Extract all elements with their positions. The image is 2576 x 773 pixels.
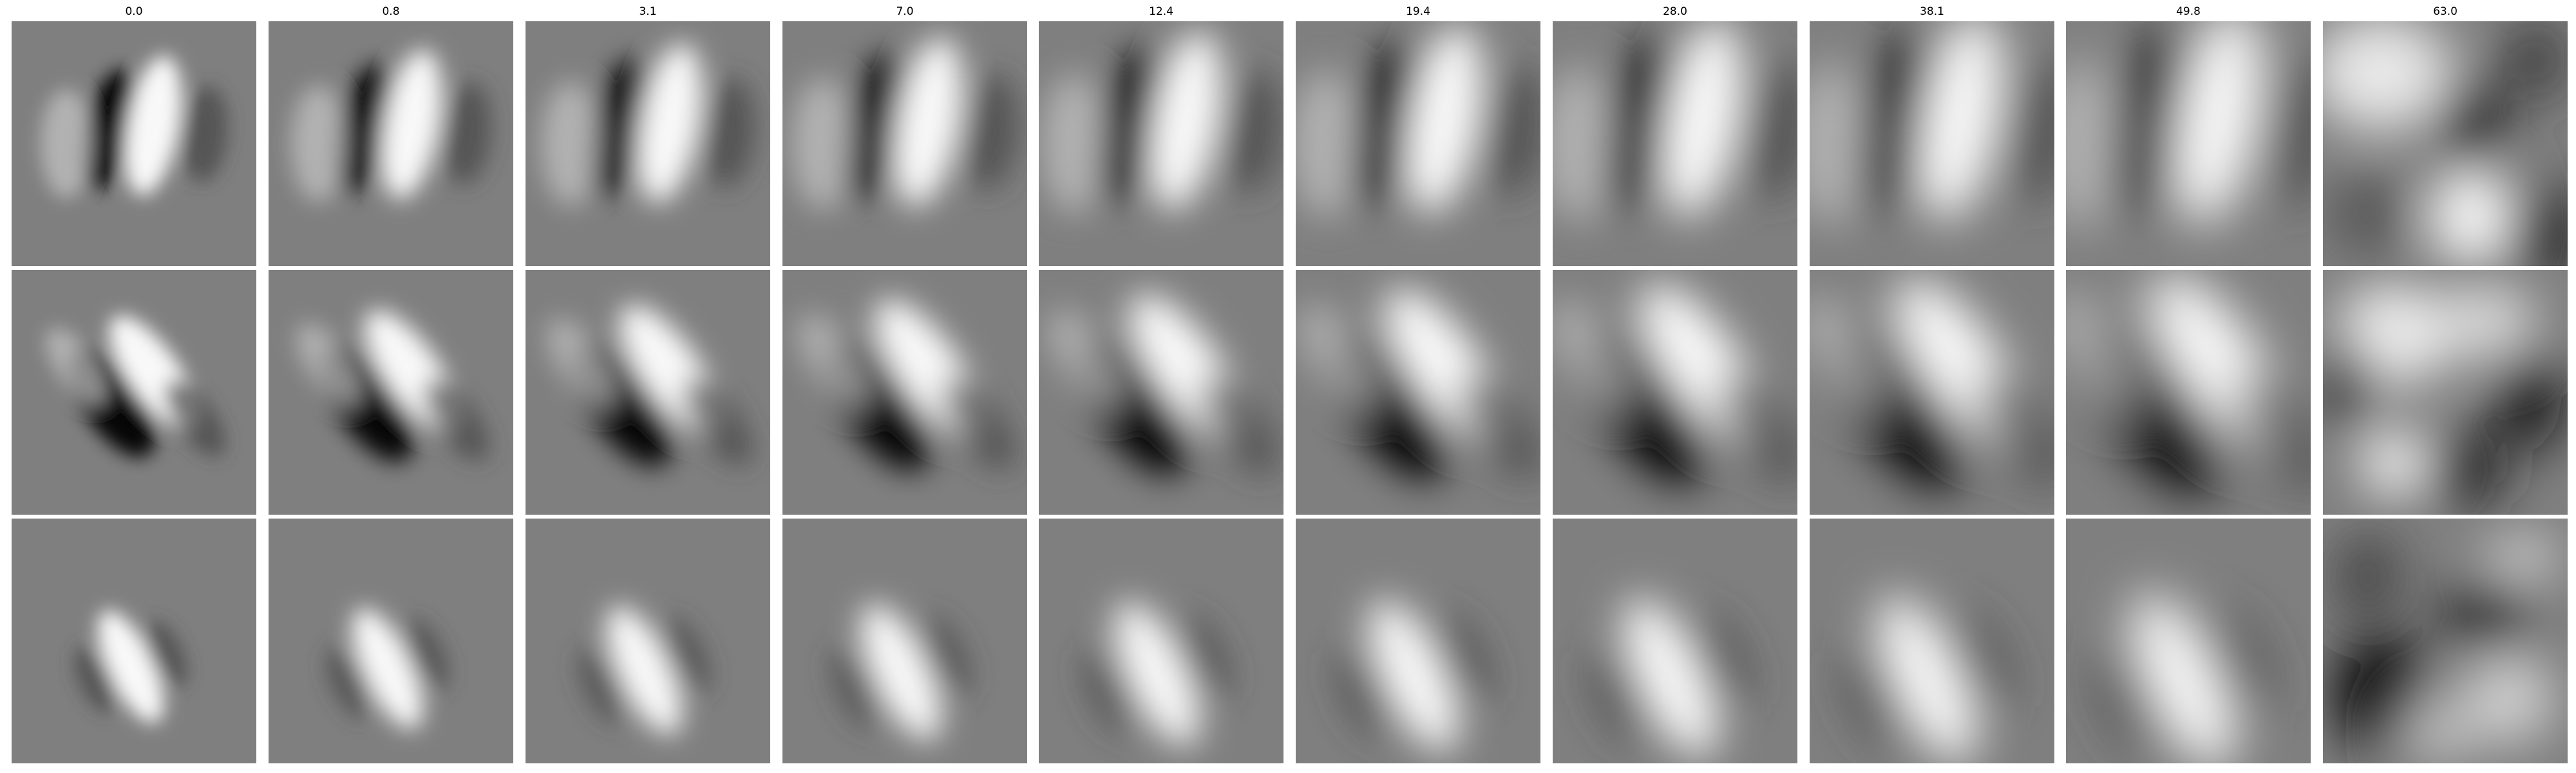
filter-image <box>1296 270 1540 515</box>
filter-image <box>1553 270 1797 515</box>
filter-image <box>2323 270 2568 515</box>
column-title: 28.0 <box>1663 5 1687 18</box>
column-title: 0.0 <box>125 5 143 18</box>
filter-image <box>2066 519 2311 763</box>
filter-image <box>1810 519 2054 763</box>
filter-image <box>1296 519 1540 763</box>
filter-image <box>1039 270 1283 515</box>
filter-image <box>12 519 256 763</box>
column-title: 19.4 <box>1406 5 1430 18</box>
filter-image <box>269 519 513 763</box>
filter-image <box>526 270 770 515</box>
filter-image <box>1553 21 1797 266</box>
filter-image <box>269 270 513 515</box>
filter-image <box>526 21 770 266</box>
column-title: 49.8 <box>2176 5 2201 18</box>
filter-image <box>782 270 1027 515</box>
filter-image <box>2066 21 2311 266</box>
filter-image <box>526 519 770 763</box>
filter-image <box>2066 270 2311 515</box>
filter-image <box>782 519 1027 763</box>
column-title: 63.0 <box>2433 5 2458 18</box>
filter-image <box>12 270 256 515</box>
filter-image <box>1810 21 2054 266</box>
filter-image <box>12 21 256 266</box>
filter-image <box>1810 270 2054 515</box>
column-title: 0.8 <box>382 5 400 18</box>
filter-image <box>1039 21 1283 266</box>
filter-image <box>782 21 1027 266</box>
filter-image <box>1039 519 1283 763</box>
column-title: 38.1 <box>1920 5 1944 18</box>
filter-image <box>1296 21 1540 266</box>
column-title: 12.4 <box>1149 5 1173 18</box>
column-title: 3.1 <box>639 5 657 18</box>
filter-image <box>2323 21 2568 266</box>
column-title: 7.0 <box>896 5 914 18</box>
filter-image <box>2323 519 2568 763</box>
filter-image <box>1553 519 1797 763</box>
filter-image <box>269 21 513 266</box>
